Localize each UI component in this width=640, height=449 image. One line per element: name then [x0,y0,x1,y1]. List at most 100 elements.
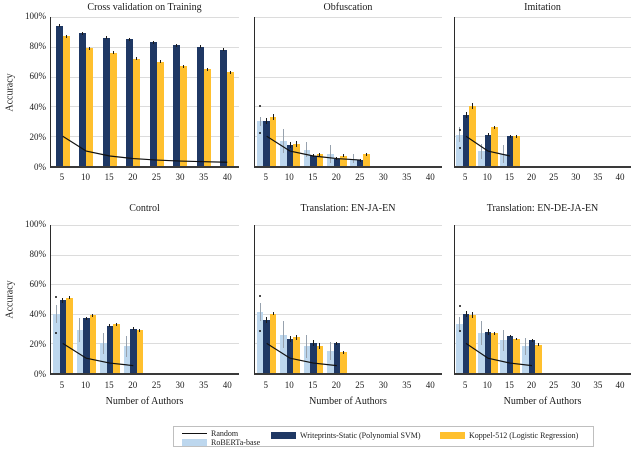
x-tick: 25 [151,172,161,182]
x-tick: 5 [462,172,468,182]
bar-koppel [363,154,370,166]
gridline [255,284,442,286]
bar-writeprints [130,328,137,373]
subplot-title-cross-validation: Cross validation on Training [87,2,202,13]
plot-obfuscation [254,17,442,168]
error-bar [516,134,517,138]
bar-koppel [316,346,324,373]
bar-koppel [62,36,70,166]
error-bar [329,341,331,360]
y-tick: 100% [25,219,46,229]
gridline [255,313,442,315]
gridline [455,254,631,256]
error-bar [68,296,70,299]
bar-writeprints [333,343,341,373]
bar-koppel [109,52,117,166]
outlier-dot [259,294,262,297]
bar-roberta [280,140,287,166]
legend-label: Koppel-512 (Logistic Regression) [469,431,579,440]
x-tick: 40 [425,172,435,182]
bar-roberta [522,346,529,373]
x-tick: 30 [571,172,581,182]
bar-koppel [269,116,277,166]
bar-koppel [491,333,498,373]
bar-koppel [180,66,188,166]
x-axis-ticks: 5 10 15 20 25 30 35 40 [454,380,631,390]
legend-label: Writeprints-Static (Polynomial SVM) [300,431,421,440]
x-tick: 20 [331,172,341,182]
gridline [455,136,631,138]
bar-roberta [303,346,311,373]
x-tick: 35 [402,172,412,182]
bar-writeprints [484,134,492,166]
y-tick: 0% [34,162,46,172]
gridline [455,343,631,345]
gridline [255,76,442,78]
error-bar [199,45,201,49]
error-bar [289,142,291,149]
bar-roberta [478,333,485,373]
x-tick: 10 [482,380,492,390]
gridline [255,343,442,345]
bar-koppel [136,330,143,373]
x-tick: 5 [59,380,65,390]
bar-koppel [340,352,347,373]
bar-koppel [469,315,476,373]
error-bar [353,154,355,164]
x-tick: 15 [504,172,514,182]
random-baseline-line [255,17,442,166]
error-bar [230,70,232,74]
bar-writeprints [506,336,514,373]
outlier-dot [259,330,262,333]
x-axis-label: Number of Authors [105,396,184,407]
bar-writeprints [220,49,228,166]
y-tick: 60% [29,71,47,82]
x-tick: 40 [425,380,435,390]
error-bar [126,336,128,357]
error-bar [283,321,285,348]
gridline [455,17,631,18]
gridline [455,284,631,286]
legend-label: Random [211,429,239,438]
x-tick: 35 [593,172,603,182]
bar-roberta [100,343,107,373]
bar-writeprints [173,45,181,166]
bar-roberta [456,134,463,166]
gridline [255,254,442,256]
x-tick: 20 [526,172,536,182]
roberta-swatch [182,439,207,446]
random-baseline-line [51,225,239,373]
x-tick: 15 [504,380,514,390]
bar-writeprints [286,145,294,166]
random-line-swatch [182,433,207,434]
error-bar [283,128,285,153]
error-bar [62,297,64,304]
x-tick: 30 [571,380,581,390]
error-bar [58,24,60,28]
bar-koppel [491,127,498,166]
bar-koppel [316,154,324,166]
error-bar [336,341,338,345]
legend-item-writeprints: Writeprints-Static (Polynomial SVM) [271,431,421,440]
error-bar [538,343,539,347]
error-bar [296,334,298,341]
bar-writeprints [506,136,514,166]
error-bar [366,152,368,156]
y-tick: 100% [25,11,46,21]
x-tick: 5 [462,380,468,390]
error-bar [306,334,308,359]
bar-koppel [227,72,235,166]
outlier-dot [55,296,58,299]
error-bar [509,134,511,138]
error-bar [509,334,511,338]
y-tick: 40% [29,101,47,112]
x-tick: 35 [199,172,209,182]
bar-koppel [513,136,520,166]
x-tick: 15 [104,172,114,182]
bar-roberta [256,121,264,166]
error-bar [55,304,57,323]
error-bar [82,31,84,35]
y-tick: 80% [29,249,47,259]
bar-writeprints [528,340,536,373]
bar-roberta [53,313,60,373]
